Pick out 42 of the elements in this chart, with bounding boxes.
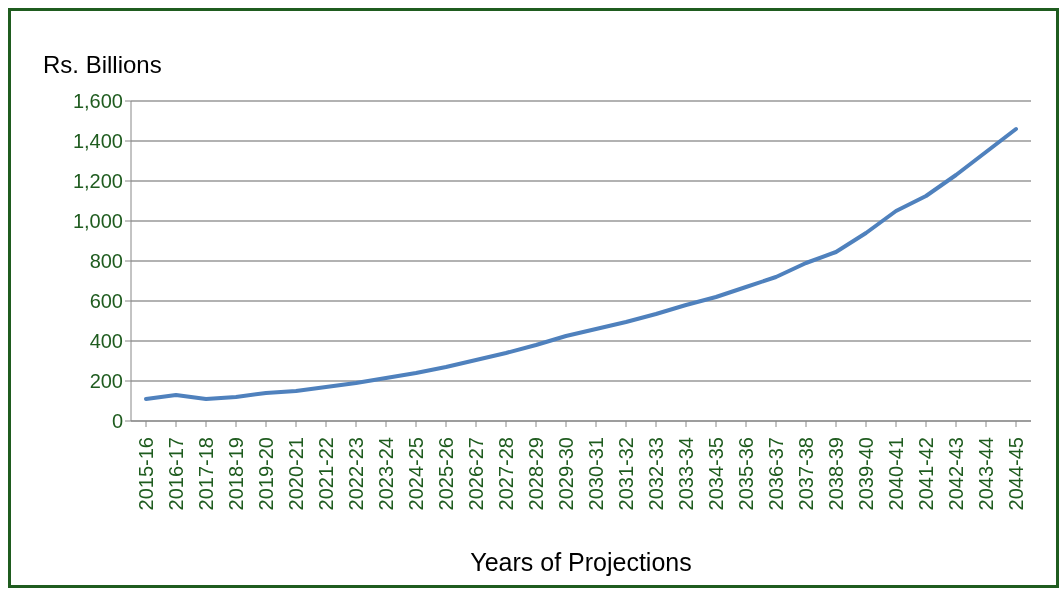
x-tick-label: 2043-44 [975, 437, 997, 511]
x-tick-label: 2018-19 [225, 437, 247, 511]
x-tick-label: 2033-34 [675, 437, 697, 511]
y-tick-label: 600 [89, 290, 123, 313]
x-axis-title: Years of Projections [470, 548, 692, 576]
x-tick-label: 2019-20 [255, 437, 277, 511]
x-tick-label: 2024-25 [405, 437, 427, 511]
y-tick-label: 0 [111, 410, 123, 433]
x-tick-label: 2017-18 [195, 437, 217, 511]
y-tick-label: 1,000 [72, 210, 123, 233]
x-tick-label: 2034-35 [705, 437, 727, 511]
x-tick-label: 2021-22 [315, 437, 337, 511]
y-tick-label: 400 [89, 330, 123, 353]
line-series [144, 127, 1018, 401]
x-tick-label: 2038-39 [825, 437, 847, 511]
x-tick-label: 2035-36 [735, 437, 757, 511]
x-tick-label: 2020-21 [285, 437, 307, 511]
x-tick-label: 2041-42 [915, 437, 937, 511]
y-axis-title: Rs. Billions [43, 51, 162, 79]
x-tick-label: 2036-37 [765, 437, 787, 511]
x-tick-label: 2028-29 [525, 437, 547, 511]
y-tick-label: 1,200 [72, 170, 123, 193]
x-tick-label: 2032-33 [645, 437, 667, 511]
x-tick-label: 2029-30 [555, 437, 577, 511]
x-tick-label: 2015-16 [135, 437, 157, 511]
y-tick-label: 1,400 [72, 130, 123, 153]
x-tick-label: 2031-32 [615, 437, 637, 511]
x-tick-label: 2025-26 [435, 437, 457, 511]
x-tick-label: 2016-17 [165, 437, 187, 511]
x-tick-label: 2040-41 [885, 437, 907, 511]
x-tick-label: 2042-43 [945, 437, 967, 511]
y-tick-label: 1,600 [72, 90, 123, 113]
x-tick-label: 2022-23 [345, 437, 367, 511]
x-tick-label: 2026-27 [465, 437, 487, 511]
y-tick-label: 800 [89, 250, 123, 273]
x-tick-label: 2027-28 [495, 437, 517, 511]
x-tick-label: 2023-24 [375, 437, 397, 511]
x-tick-label: 2039-40 [855, 437, 877, 511]
x-tick-label: 2044-45 [1005, 437, 1027, 511]
y-tick-label: 200 [89, 370, 123, 393]
x-tick-label: 2030-31 [585, 437, 607, 511]
x-tick-label: 2037-38 [795, 437, 817, 511]
